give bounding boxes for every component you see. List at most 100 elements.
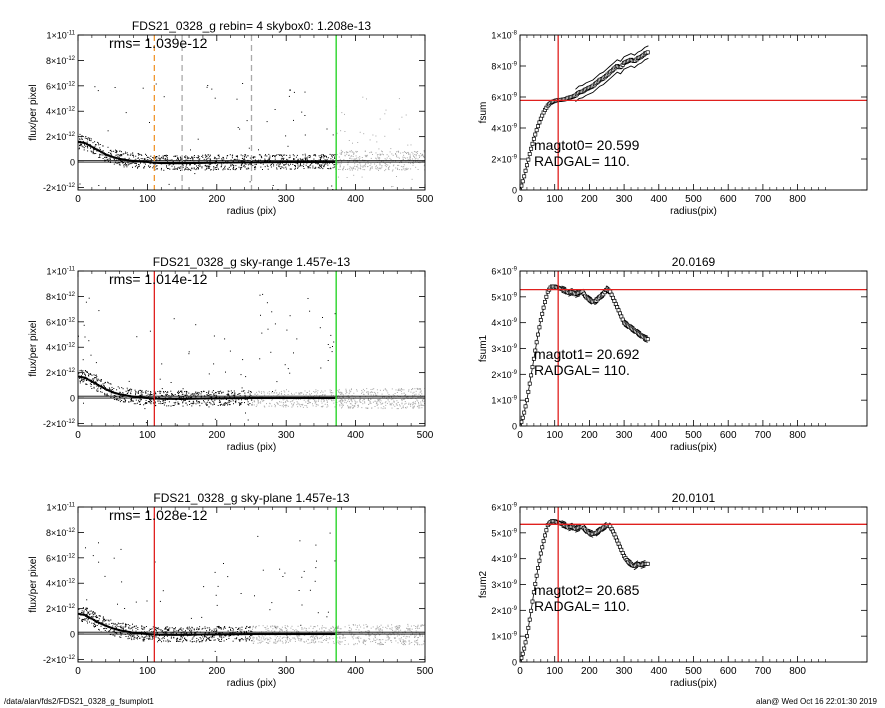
profile-point xyxy=(137,396,140,399)
pixel-point xyxy=(92,611,94,612)
pixel-point xyxy=(150,391,151,393)
x-axis-label: radius(pix) xyxy=(670,442,717,453)
pixel-point xyxy=(217,168,219,170)
pixel-point xyxy=(394,637,396,639)
pixel-point xyxy=(401,388,403,390)
pixel-point xyxy=(199,671,200,672)
pixel-point xyxy=(167,639,169,641)
pixel-point xyxy=(310,402,311,404)
pixel-point xyxy=(277,626,279,628)
pixel-point xyxy=(249,163,251,165)
pixel-point xyxy=(271,602,273,604)
pixel-point xyxy=(301,404,303,406)
pixel-point xyxy=(194,173,196,175)
pixel-point xyxy=(205,165,207,167)
pixel-point xyxy=(196,157,198,158)
pixel-point xyxy=(225,402,226,404)
pixel-point xyxy=(218,627,220,629)
pixel-point xyxy=(178,166,180,168)
pixel-point xyxy=(258,198,259,199)
pixel-point xyxy=(365,624,367,626)
y-tick-label: 0 xyxy=(70,394,75,404)
profile-point xyxy=(303,161,306,164)
pixel-point xyxy=(293,638,295,640)
pixel-point xyxy=(92,151,94,153)
pixel-point xyxy=(332,392,334,394)
pixel-point xyxy=(137,166,139,168)
x-tick-label: 0 xyxy=(517,430,523,441)
pixel-point xyxy=(150,155,152,157)
pixel-point xyxy=(283,402,285,404)
y-tick-mantissa: 8×10 xyxy=(491,62,511,72)
pixel-point xyxy=(362,165,364,167)
pixel-point xyxy=(237,627,239,629)
pixel-point xyxy=(145,403,147,404)
pixel-point xyxy=(213,393,214,395)
pixel-point xyxy=(346,392,348,393)
pixel-point xyxy=(382,402,384,404)
pixel-point xyxy=(408,390,410,392)
profile-point xyxy=(126,394,129,397)
profile-point xyxy=(294,397,297,400)
pixel-point xyxy=(347,643,349,645)
pixel-point xyxy=(377,399,379,401)
pixel-point xyxy=(135,625,137,627)
pixel-point xyxy=(412,401,414,403)
profile-point xyxy=(244,397,247,400)
pixel-point xyxy=(144,403,146,405)
pixel-point xyxy=(237,127,239,128)
pixel-point xyxy=(209,164,211,165)
pixel-point xyxy=(199,158,201,160)
profile-point xyxy=(135,396,138,399)
pixel-point xyxy=(181,390,183,392)
pixel-point xyxy=(93,374,95,376)
curve-point xyxy=(645,337,650,342)
pixel-point xyxy=(175,632,177,634)
pixel-point xyxy=(304,390,306,392)
pixel-point xyxy=(379,153,381,155)
pixel-point xyxy=(286,639,288,641)
pixel-point xyxy=(197,402,199,404)
pixel-point xyxy=(232,154,234,156)
pixel-point xyxy=(115,149,116,151)
pixel-point xyxy=(256,637,258,639)
pixel-point xyxy=(327,344,329,345)
pixel-point xyxy=(157,632,159,634)
pixel-point xyxy=(339,400,341,402)
pixel-point xyxy=(316,560,317,562)
pixel-point xyxy=(161,638,163,640)
pixel-point xyxy=(208,164,210,166)
pixel-point xyxy=(391,407,393,409)
pixel-point xyxy=(144,165,146,167)
pixel-point xyxy=(220,641,222,642)
pixel-point xyxy=(122,153,124,155)
pixel-point xyxy=(193,629,195,631)
pixel-point xyxy=(341,393,343,395)
profile-point xyxy=(316,161,319,164)
pixel-point xyxy=(310,625,312,627)
pixel-point xyxy=(86,380,87,381)
pixel-point xyxy=(390,148,392,150)
pixel-point xyxy=(197,395,199,397)
pixel-point xyxy=(166,165,167,167)
profile-point xyxy=(306,397,309,400)
pixel-point xyxy=(263,405,265,407)
pixel-point xyxy=(374,406,376,407)
pixel-point xyxy=(79,183,81,185)
pixel-point xyxy=(238,402,240,404)
pixel-point xyxy=(172,394,174,396)
pixel-point xyxy=(202,154,204,156)
profile-point xyxy=(160,397,163,400)
pixel-point xyxy=(239,395,241,397)
pixel-point xyxy=(299,392,301,394)
pixel-point xyxy=(199,641,201,643)
pixel-point xyxy=(173,318,175,320)
pixel-point xyxy=(299,158,301,160)
pixel-point xyxy=(175,627,176,629)
pixel-point xyxy=(93,383,95,385)
pixel-point xyxy=(299,404,301,406)
pixel-point xyxy=(229,154,231,156)
pixel-point xyxy=(298,632,300,634)
y-axis-label: flux/per pixel xyxy=(28,320,39,376)
pixel-point xyxy=(252,637,254,639)
